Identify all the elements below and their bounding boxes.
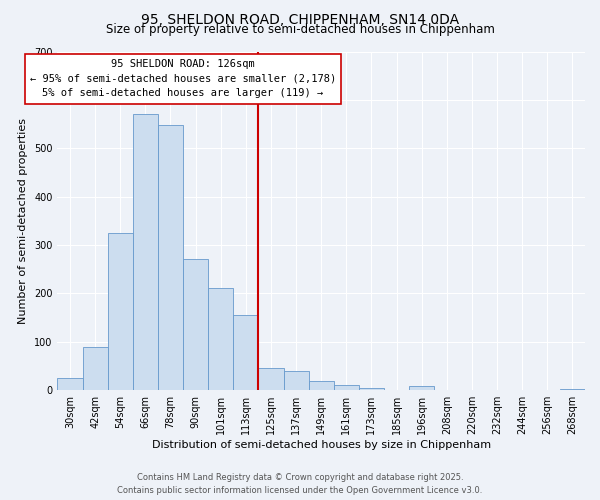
Bar <box>359 388 384 390</box>
Bar <box>183 258 208 390</box>
Bar <box>233 315 259 390</box>
Bar <box>308 380 334 390</box>
Bar <box>334 386 359 390</box>
Bar <box>133 114 158 390</box>
Bar <box>58 378 83 390</box>
X-axis label: Distribution of semi-detached houses by size in Chippenham: Distribution of semi-detached houses by … <box>152 440 491 450</box>
Bar <box>107 233 133 390</box>
Bar <box>158 125 183 390</box>
Bar <box>409 386 434 390</box>
Text: Size of property relative to semi-detached houses in Chippenham: Size of property relative to semi-detach… <box>106 22 494 36</box>
Text: 95, SHELDON ROAD, CHIPPENHAM, SN14 0DA: 95, SHELDON ROAD, CHIPPENHAM, SN14 0DA <box>141 12 459 26</box>
Bar <box>560 389 585 390</box>
Bar <box>208 288 233 390</box>
Bar <box>284 371 308 390</box>
Text: 95 SHELDON ROAD: 126sqm
← 95% of semi-detached houses are smaller (2,178)
5% of : 95 SHELDON ROAD: 126sqm ← 95% of semi-de… <box>30 59 336 98</box>
Bar <box>259 368 284 390</box>
Text: Contains HM Land Registry data © Crown copyright and database right 2025.
Contai: Contains HM Land Registry data © Crown c… <box>118 474 482 495</box>
Y-axis label: Number of semi-detached properties: Number of semi-detached properties <box>19 118 28 324</box>
Bar <box>83 346 107 390</box>
